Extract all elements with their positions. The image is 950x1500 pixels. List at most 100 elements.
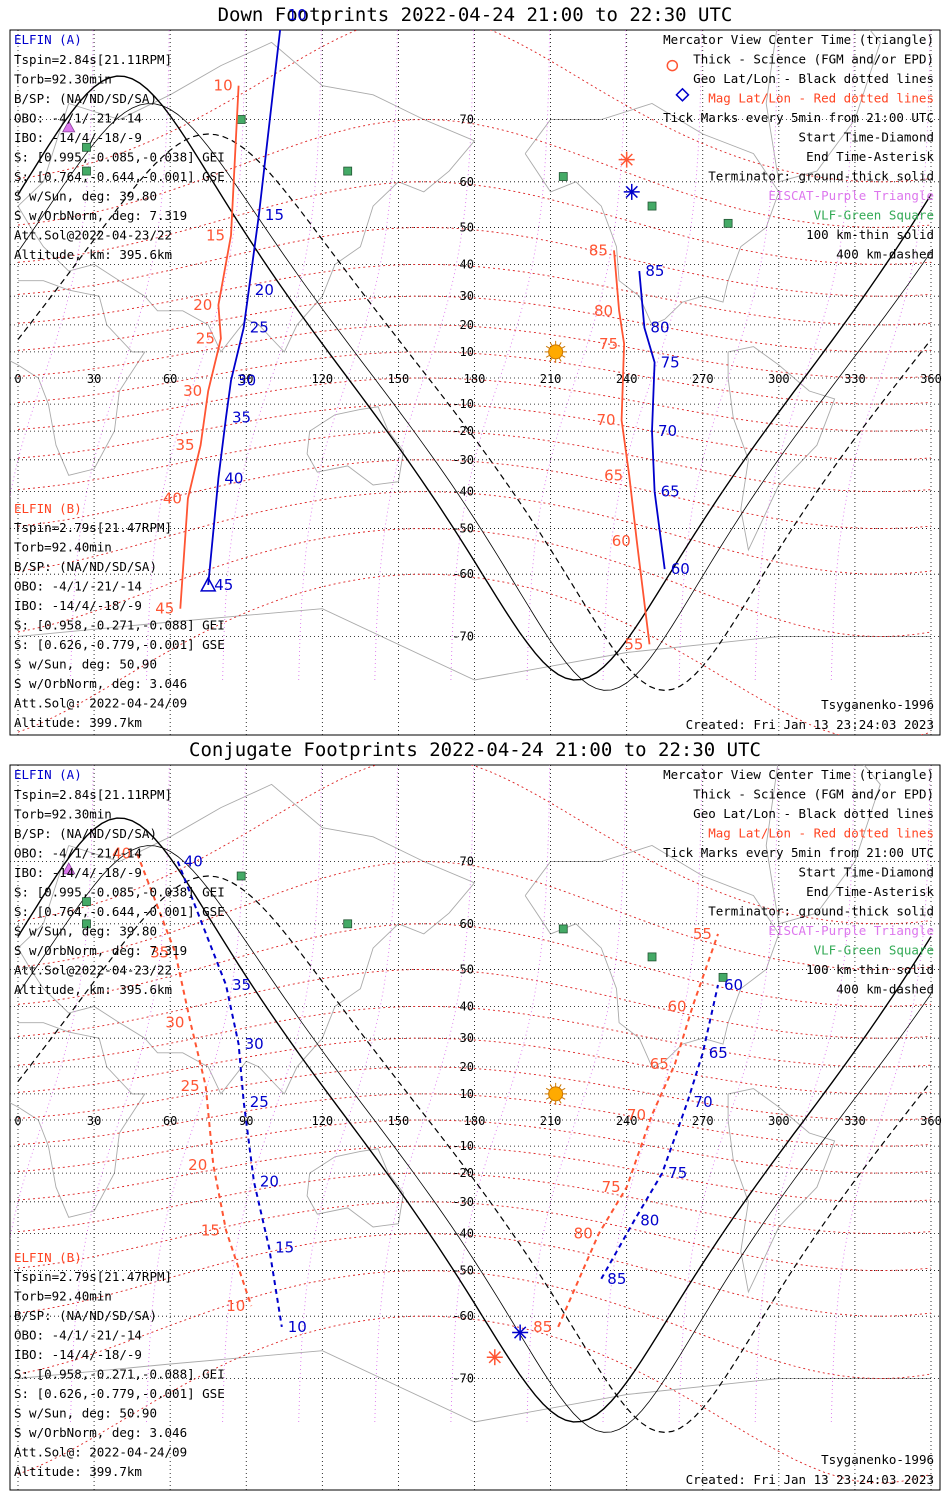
legend-line: Terminator: ground-thick solid [708,169,934,184]
sun-ray [545,354,550,358]
tick-mark-label: 20 [260,1172,279,1190]
tick-mark-label: 35 [232,408,251,426]
tick-mark-label: 35 [232,976,251,994]
elfin-a-line: OBO: -4/1/-21/-14 [14,111,142,126]
tick-mark-label: 35 [150,944,169,962]
lon-label: 300 [768,1114,790,1128]
eiscat-triangle-icon [62,120,76,133]
lon-label: 240 [616,372,638,386]
elfin-b-info: ELFIN (B) Tspin=2.79s[21.47RPM] Torb=92.40… [14,1250,225,1479]
lon-label: 270 [692,1114,714,1128]
elfin-a-line: Tspin=2.84s[21.11RPM] [14,52,172,67]
sun-ray [558,357,562,362]
vlf-square-icon [82,919,91,929]
sun-ray [549,1084,553,1089]
coastline-0 [17,41,476,353]
elfin-a-line: Altitude, km: 395.6km [14,247,172,262]
tick-mark-label: 25 [181,1077,200,1095]
map-area [10,765,940,1490]
elfin-b-line: S w/OrbNorm, deg: 3.046 [14,1425,187,1440]
tick-mark-label: 75 [661,353,680,371]
tick-mark-label: 30 [183,382,202,400]
sun-icon [544,340,567,363]
tick-mark-label: 15 [275,1239,294,1257]
panel-frame [9,764,941,1491]
mag-lat-line [17,1315,932,1484]
lat-label: 40 [460,257,474,271]
tick-mark-label: 80 [574,1225,593,1243]
coastline-0 [17,783,476,1095]
coastline-3 [524,103,780,326]
tick-mark-label: 85 [589,241,608,259]
coastline-4 [727,1088,836,1294]
tick-mark-label: 45 [214,576,233,594]
mag-lat-line [17,295,932,353]
lat-label: -10 [452,1139,474,1153]
mag-lat-line [17,181,932,265]
orbit-track [207,30,281,585]
coastline-5 [765,30,881,183]
tick-mark-label: 85 [645,262,664,280]
legend-mag-grid: Mag Lat/Lon - Red dotted lines [708,91,934,106]
elfin-a-line: S w/OrbNorm, deg: 7.319 [14,208,187,223]
mag-lat-line [17,430,932,493]
created-timestamp: Created: Fri Jan 13 23:24:03 2023 [686,717,934,732]
lon-label: 360 [920,1114,942,1128]
mag-lon-line [298,765,398,1423]
legend-mag-grid: Mag Lat/Lon - Red dotted lines [708,826,934,841]
elfin-a-line: Tspin=2.84s[21.11RPM] [14,787,172,802]
elfin-a-info: ELFIN (A) Tspin=2.84s[21.11RPM] Torb=92.30… [14,767,225,997]
coastline-2 [306,1148,404,1228]
tick-mark-label: 15 [265,206,284,224]
elfin-a-line: IBO: -14/4/-18/-9 [14,130,142,145]
tick-mark-label: 30 [165,1014,184,1032]
elfin-a-title: ELFIN (A) [14,32,82,47]
sun-ray [558,342,562,347]
elfin-b-title: ELFIN (B) [14,501,82,516]
tick-mark-label: 85 [607,1270,626,1288]
map-area [10,30,940,735]
mag-lat-line [17,923,932,1007]
legend-line: Start Time-Diamond [799,130,934,145]
elfin-a-info: ELFIN (A) Tspin=2.84s[21.11RPM] Torb=92.30… [14,32,225,262]
legend-line: Terminator: ground-thick solid [708,904,934,919]
lon-label: 210 [540,372,562,386]
lat-label: 50 [460,962,474,976]
created-timestamp: Created: Fri Jan 13 23:24:03 2023 [686,1472,934,1487]
elfin-b-line: S: [0.626,-0.779,-0.001] GSE [14,637,225,652]
legend-line: Thick - Science (FGM and/or EPD) [693,787,934,802]
tick-mark-label: 55 [693,925,712,943]
sun-ray [549,342,553,347]
tick-mark-label: 70 [597,411,616,429]
lat-label: 60 [460,917,474,931]
tick-mark-label: 80 [640,1211,659,1229]
conjugate-footprints-panel: 0 30 60 90 120 150 180 210 240 270 300 330 360 70 60 50… [9,764,942,1491]
elfin-a-line: Torb=92.30min [14,807,112,822]
tick-mark-label: 25 [196,330,215,348]
mag-lat-line [17,528,932,637]
sun-ray [561,1087,566,1091]
tick-mark-label: 15 [201,1221,220,1239]
mag-lon-line [298,30,398,681]
mag-lat-line [17,1093,932,1147]
elfin-b-line: S w/OrbNorm, deg: 3.046 [14,676,187,691]
legend-line: 100 km-thin solid [806,962,934,977]
tick-mark-label: 65 [604,466,623,484]
elfin-b-line: B/SP: (NA/ND/SD/SA) [14,1308,157,1323]
elfin-a-line: Torb=92.30min [14,72,112,87]
elfin-b-line: Torb=92.40min [14,540,112,555]
sun-icon [544,1082,567,1105]
lon-label: 180 [464,1114,486,1128]
legend-line: Thick - Science (FGM and/or EPD) [693,52,934,67]
elfin-a-line: IBO: -14/4/-18/-9 [14,865,142,880]
sun-disc [548,1086,564,1102]
vlf-square-icon [343,919,353,929]
vlf-square-icon [647,201,657,211]
elfin-b-line: OBO: -4/1/-21/-14 [14,1328,142,1343]
elfin-a-line: S w/Sun, deg: 39.80 [14,189,157,204]
elfin-b-line: IBO: -14/4/-18/-9 [14,1347,142,1362]
legend-eiscat: EISCAT-Purple Triangle [768,188,934,203]
tick-mark-label: 75 [602,1178,621,1196]
legend-line: Mercator View Center Time (triangle) [663,767,934,782]
tick-mark-label: 20 [193,296,212,314]
